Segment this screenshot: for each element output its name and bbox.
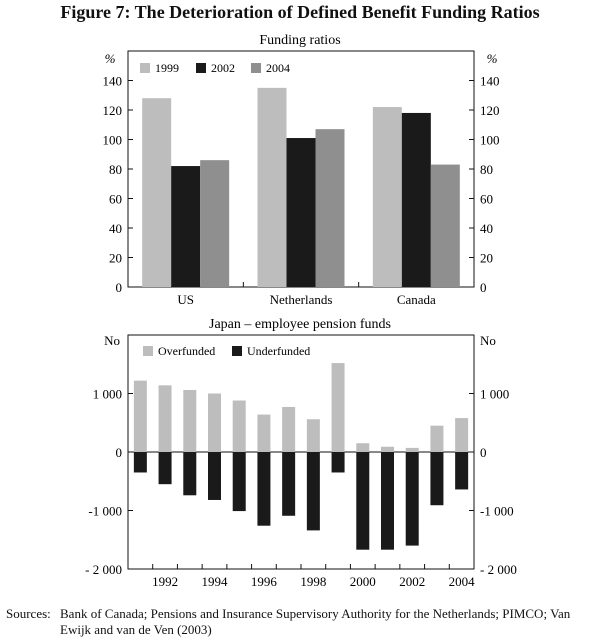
chart1-ylabel-left: % — [105, 51, 116, 66]
chart1-ytick-label-right: 140 — [480, 74, 500, 89]
chart2-bar-overfunded — [430, 425, 444, 452]
chart2-bar-overfunded — [208, 393, 221, 452]
chart2-ytick-label-right: -1 000 — [480, 504, 514, 519]
chart1-ytick-label-left: 80 — [109, 162, 122, 177]
legend-swatch-2004 — [251, 63, 261, 73]
chart2-xtick-label: 2000 — [350, 574, 376, 589]
chart1-bar-1999 — [142, 98, 172, 287]
legend-swatch-overfunded — [143, 346, 153, 356]
chart1-ytick-label-left: 20 — [109, 251, 122, 266]
chart1-ytick-label-right: 100 — [480, 133, 500, 148]
chart1-bar-2002 — [401, 112, 431, 287]
chart2-bars — [133, 363, 469, 550]
chart2-ytick-label-right: 1 000 — [480, 387, 509, 402]
chart2-axes: - 2 000 - 2 000 -1 000 -1 000 0 0 1 000 1 000 No… — [85, 333, 517, 589]
chart1-title: Funding ratios — [259, 33, 340, 48]
chart2-ytick-label-left: 1 000 — [93, 387, 122, 402]
chart1-ytick-label-left: 0 — [116, 280, 123, 295]
legend-label-1999: 1999 — [155, 61, 179, 75]
chart2-bar-overfunded — [455, 418, 469, 452]
chart2-ytick-label-right: - 2 000 — [480, 562, 517, 577]
chart1-ytick-label-right: 20 — [480, 251, 493, 266]
chart2-xtick-label: 1992 — [152, 574, 178, 589]
sources-text: Bank of Canada; Pensions and Insurance S… — [60, 606, 571, 637]
chart1-axes: 0 0 20 20 40 40 60 60 80 80 100 100 120 120 140 140% % US… — [103, 51, 500, 307]
chart1-ytick-label-left: 120 — [103, 103, 123, 118]
chart1-ytick-label-left: 100 — [103, 133, 123, 148]
chart1-bar-2004 — [430, 164, 460, 287]
chart1-bar-2004 — [315, 129, 345, 287]
legend-swatch-underfunded — [232, 346, 242, 356]
chart2-xtick-label: 1998 — [300, 574, 326, 589]
chart2-ytick-label-left: 0 — [116, 445, 123, 460]
figure-canvas: Funding ratios 0 0 20 20 40 40 60 60 80 80 100 100 1… — [85, 33, 517, 589]
chart1-bar-2002 — [286, 138, 316, 287]
chart2-ylabel-right: No — [480, 333, 496, 348]
chart2-bar-underfunded — [331, 452, 345, 473]
legend-swatch-1999 — [140, 63, 150, 73]
chart2-bar-overfunded — [232, 400, 246, 452]
chart2-ytick-label-left: -1 000 — [88, 504, 122, 519]
chart1-ytick-label-right: 40 — [480, 221, 493, 236]
chart2-legend: Overfunded Underfunded — [143, 344, 310, 358]
chart2-bar-overfunded — [133, 380, 147, 452]
chart2-xtick-label: 2002 — [399, 574, 425, 589]
legend-swatch-2002 — [196, 63, 206, 73]
chart2-bar-overfunded — [331, 363, 345, 452]
chart2-xtick-label: 1996 — [251, 574, 278, 589]
sources-label: Sources: — [6, 606, 51, 621]
chart2-ytick-label-right: 0 — [480, 445, 487, 460]
chart2-bar-overfunded — [257, 414, 271, 452]
chart2-bar-overfunded — [356, 443, 370, 452]
chart1-xtick-label: US — [177, 292, 194, 307]
chart2-bar-underfunded — [306, 452, 320, 531]
chart1-ytick-label-right: 0 — [480, 280, 487, 295]
chart1-bars — [142, 87, 460, 287]
figure-title: Figure 7: The Deterioration of Defined B… — [60, 2, 540, 22]
legend-label-2002: 2002 — [211, 61, 235, 75]
chart2-xtick-label: 1994 — [202, 574, 229, 589]
chart1-ylabel-right: % — [487, 51, 498, 66]
chart1-xtick-label: Canada — [397, 292, 436, 307]
chart2-bar-overfunded — [183, 389, 197, 452]
chart1-ytick-label-right: 80 — [480, 162, 493, 177]
chart2-bar-overfunded — [405, 447, 419, 452]
chart2-bar-underfunded — [282, 452, 296, 516]
chart2-bar-underfunded — [356, 452, 370, 550]
chart1-bar-2004 — [200, 160, 230, 287]
chart2-bar-underfunded — [183, 452, 197, 496]
chart2-bar-overfunded — [282, 406, 296, 452]
chart2-bar-underfunded — [257, 452, 271, 526]
chart2-bar-underfunded — [232, 452, 246, 512]
chart1-ytick-label-left: 140 — [103, 74, 123, 89]
legend-label-overfunded: Overfunded — [158, 344, 215, 358]
chart1-bar-1999 — [257, 87, 287, 287]
chart1-ytick-label-left: 40 — [109, 221, 122, 236]
legend-label-2004: 2004 — [266, 61, 290, 75]
chart1-ytick-label-right: 60 — [480, 192, 493, 207]
chart2-bar-overfunded — [306, 419, 320, 452]
chart2-ylabel-left: No — [104, 333, 120, 348]
chart1-xtick-label: Netherlands — [270, 292, 333, 307]
legend-label-underfunded: Underfunded — [247, 344, 310, 358]
chart2-bar-underfunded — [158, 452, 172, 485]
chart2-bar-underfunded — [208, 452, 221, 500]
chart2-bar-underfunded — [455, 452, 469, 490]
chart2-bar-overfunded — [381, 446, 394, 452]
chart1-bar-1999 — [372, 107, 402, 287]
chart2-bar-underfunded — [381, 452, 394, 550]
chart2-ytick-label-left: - 2 000 — [85, 562, 122, 577]
chart1-legend: 1999 2002 2004 — [140, 61, 290, 75]
chart1-bar-2002 — [171, 166, 201, 287]
chart2-bar-underfunded — [405, 452, 419, 546]
chart2-bar-underfunded — [430, 452, 444, 506]
chart1-ytick-label-right: 120 — [480, 103, 500, 118]
chart2-title: Japan – employee pension funds — [209, 317, 391, 332]
chart2-xtick-label: 2004 — [449, 574, 476, 589]
chart2-bar-overfunded — [158, 385, 172, 452]
chart1-ytick-label-left: 60 — [109, 192, 122, 207]
chart2-bar-underfunded — [133, 452, 147, 473]
